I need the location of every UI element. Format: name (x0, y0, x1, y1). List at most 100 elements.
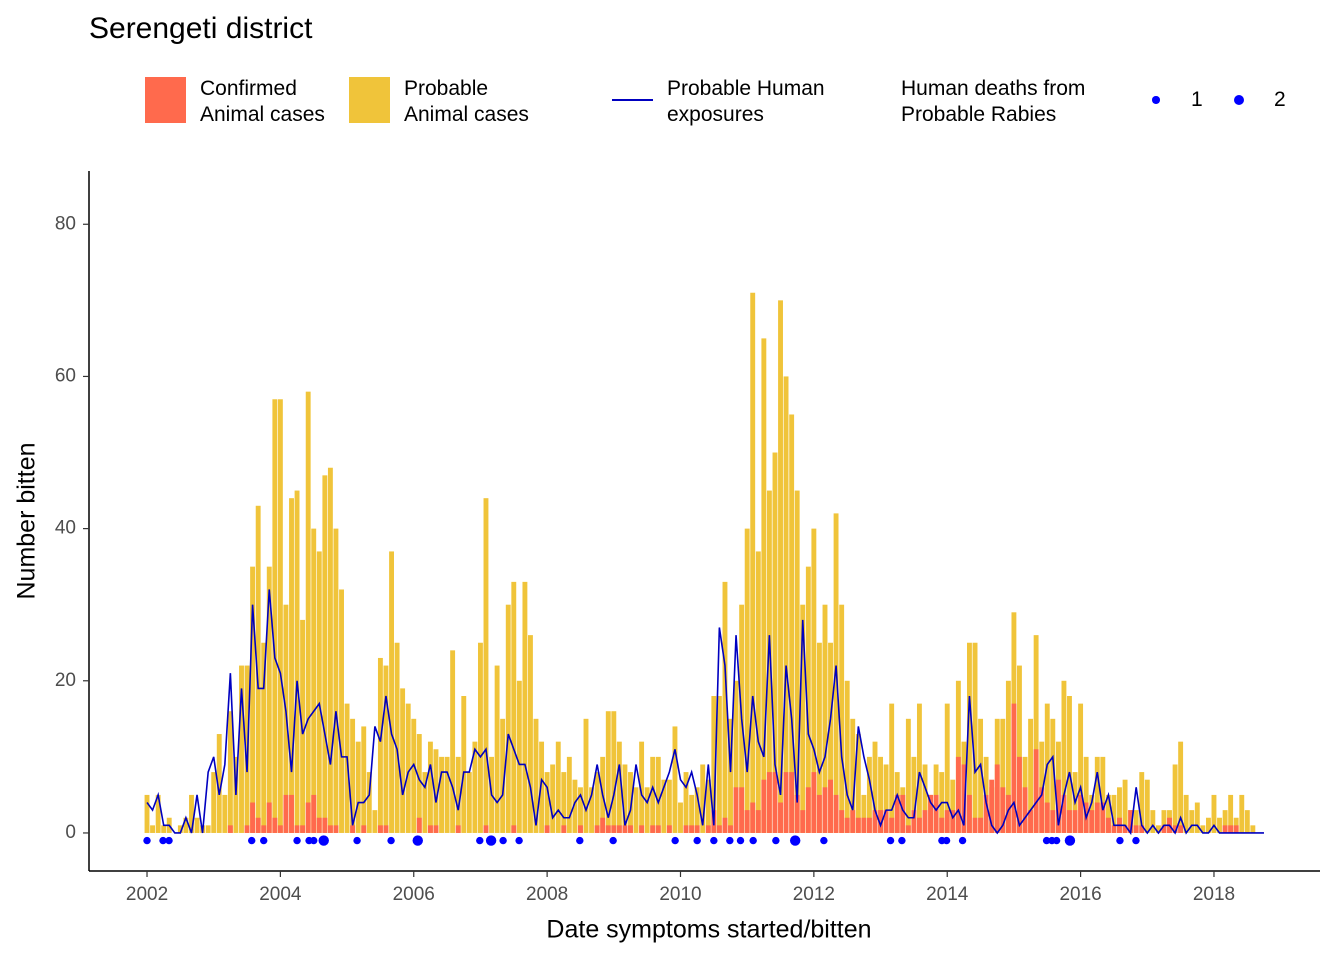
bar (211, 772, 217, 833)
bar (216, 734, 222, 833)
bar (611, 711, 617, 833)
bar (277, 825, 283, 833)
bar (1155, 825, 1161, 833)
bar (1172, 764, 1178, 833)
bar (594, 825, 600, 833)
bar (1105, 794, 1111, 833)
bar (816, 794, 822, 833)
bar (911, 756, 917, 833)
bar (183, 817, 189, 833)
bar (666, 825, 672, 833)
bar (978, 817, 984, 833)
bar (616, 741, 622, 833)
bar (1033, 749, 1039, 833)
bar (1250, 825, 1256, 833)
death-point (515, 836, 523, 845)
bar (250, 802, 256, 833)
bar (689, 794, 695, 833)
bar (561, 772, 567, 833)
bar (1100, 756, 1106, 833)
bar (666, 779, 672, 833)
bar (366, 772, 372, 833)
bar (578, 825, 583, 833)
bar (922, 810, 928, 833)
bar (1083, 756, 1089, 833)
bar (1183, 794, 1189, 833)
bar (711, 696, 717, 833)
bar (522, 581, 528, 833)
bar (644, 787, 650, 833)
bar (972, 642, 978, 833)
bar (905, 718, 911, 833)
bar (1139, 825, 1145, 833)
bar (155, 794, 161, 833)
bar (550, 764, 556, 833)
bar (950, 779, 956, 833)
bar (1133, 825, 1139, 833)
bar (294, 825, 300, 833)
y-tick-label: 20 (55, 670, 76, 691)
bar (1044, 802, 1050, 833)
bar (961, 764, 967, 833)
bar (939, 817, 945, 833)
bar (255, 817, 261, 833)
bar (377, 825, 383, 833)
bar (566, 756, 572, 833)
death-point (886, 836, 895, 845)
bar (1178, 825, 1184, 833)
bar (544, 772, 550, 833)
bar (1061, 794, 1067, 833)
bar (866, 756, 872, 833)
bar (611, 825, 617, 833)
bar (861, 794, 867, 833)
bar (866, 817, 872, 833)
death-point (736, 836, 745, 845)
bar (811, 528, 817, 833)
bar (261, 642, 267, 833)
x-tick-label: 2006 (393, 884, 435, 905)
bar (1122, 825, 1128, 833)
bar (778, 300, 783, 833)
bar (1050, 810, 1056, 833)
bar (822, 787, 828, 833)
bar (416, 734, 422, 833)
bar (1028, 810, 1034, 833)
bar (966, 794, 972, 833)
bar (928, 794, 934, 833)
bar (483, 825, 489, 833)
death-point (789, 835, 801, 846)
bar (511, 825, 517, 833)
bar (750, 802, 756, 833)
bar (1061, 680, 1067, 833)
death-point (1116, 836, 1124, 845)
bar (900, 794, 906, 833)
bar (628, 825, 633, 833)
legend-label: 2 (1274, 88, 1286, 111)
bar (766, 772, 772, 833)
x-tick-label: 2016 (1059, 884, 1101, 905)
bar (344, 703, 350, 833)
bar (811, 772, 817, 833)
bar (377, 657, 383, 833)
bar (1239, 794, 1245, 833)
bar (311, 794, 317, 833)
bar (922, 764, 928, 833)
bar (889, 817, 895, 833)
bar (433, 825, 439, 833)
bar (972, 817, 978, 833)
bar (1033, 635, 1039, 833)
bar (266, 802, 272, 833)
bar (350, 825, 356, 833)
legend-label: Probable Human exposures (667, 77, 825, 126)
death-point (609, 836, 617, 845)
bar (305, 802, 311, 833)
bar (400, 688, 406, 833)
bar (850, 810, 856, 833)
bar (189, 794, 194, 833)
bar (544, 825, 550, 833)
bar (689, 825, 695, 833)
bar (850, 718, 856, 833)
bar (844, 817, 850, 833)
bar (889, 703, 895, 833)
